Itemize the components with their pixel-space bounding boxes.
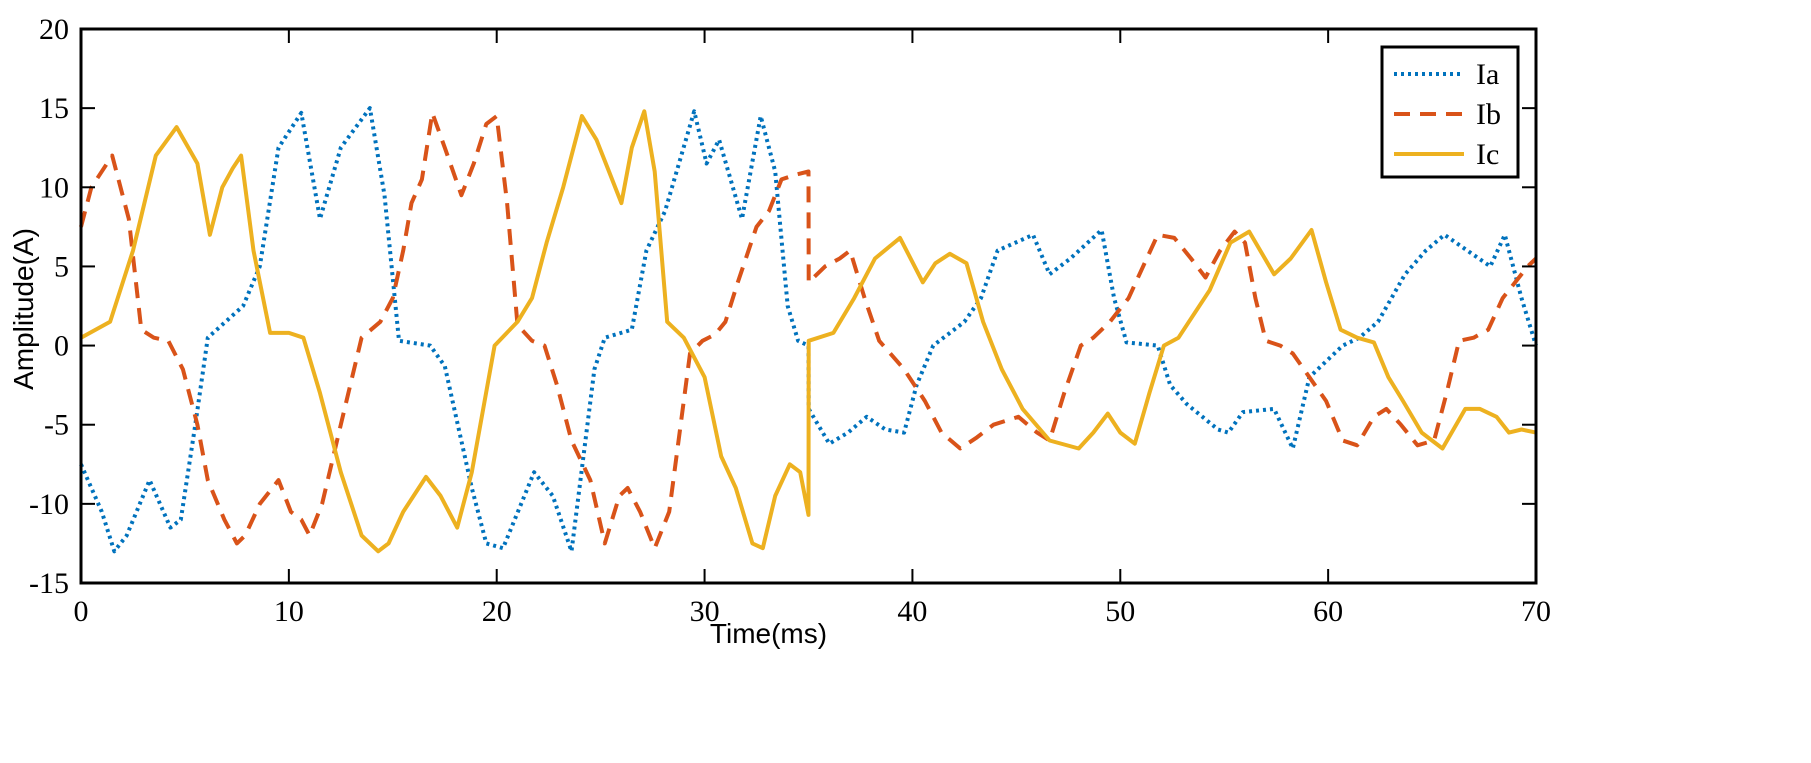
y-tick-label: -15 <box>29 567 69 600</box>
series-line-ic <box>80 109 1537 554</box>
y-tick-label: -10 <box>29 488 69 521</box>
x-tick-label: 60 <box>1313 595 1343 628</box>
legend: Ia Ib Ic <box>1380 45 1520 179</box>
series-layer <box>79 106 1538 554</box>
y-tick-label: 15 <box>39 92 69 125</box>
ticks-layer: 0 10 20 30 40 50 60 70 -15 -10 -5 0 5 10 15 20 <box>29 13 1551 628</box>
x-tick-label: 70 <box>1521 595 1551 628</box>
legend-label-ic: Ic <box>1476 138 1499 171</box>
x-tick-label: 50 <box>1105 595 1135 628</box>
y-tick-label: 0 <box>54 330 69 363</box>
x-tick-label: 0 <box>74 595 89 628</box>
plot-frame <box>79 27 1538 585</box>
y-tick-label: 10 <box>39 171 69 204</box>
y-axis-label: Amplitude(A) <box>8 228 39 390</box>
series-line-ia <box>79 106 1538 554</box>
x-tick-label: 30 <box>690 595 720 628</box>
x-tick-label: 20 <box>482 595 512 628</box>
y-tick-label: -5 <box>44 409 69 442</box>
y-tick-label: 20 <box>39 13 69 46</box>
y-tick-label: 5 <box>54 250 69 283</box>
legend-label-ia: Ia <box>1476 58 1499 91</box>
x-tick-label: 10 <box>274 595 304 628</box>
legend-entries: Ia Ib Ic <box>1394 58 1501 171</box>
legend-label-ib: Ib <box>1476 98 1501 131</box>
x-tick-label: 40 <box>897 595 927 628</box>
series-line-ib <box>79 110 1538 551</box>
x-axis-label: Time(ms) <box>710 618 827 649</box>
